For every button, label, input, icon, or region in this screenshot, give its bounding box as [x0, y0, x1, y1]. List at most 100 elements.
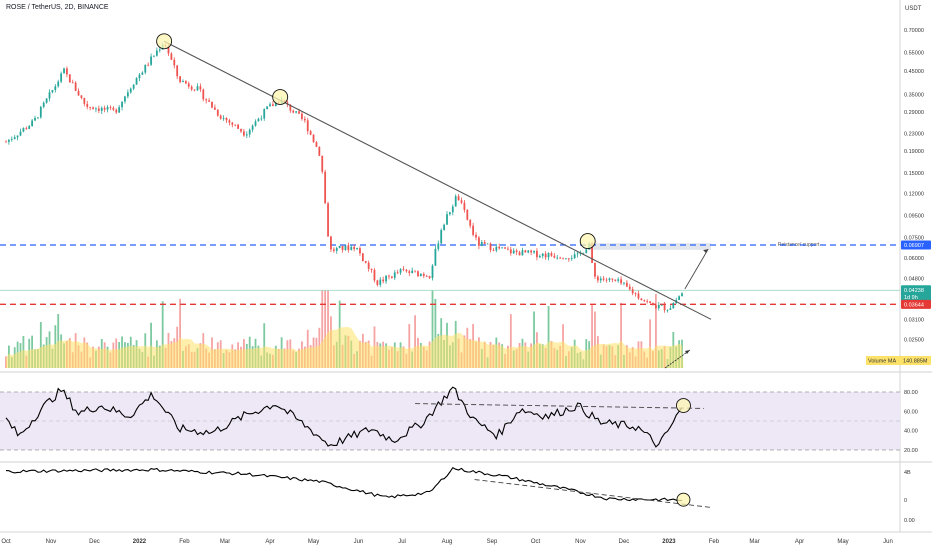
candle-body: [121, 101, 123, 108]
volume-bar: [431, 290, 434, 368]
candle-body: [193, 89, 196, 91]
candle-body: [359, 248, 361, 254]
candle-body: [370, 268, 373, 270]
time-tick-label: Nov: [575, 539, 586, 545]
volume-bar: [620, 302, 622, 368]
candle-body: [71, 82, 74, 84]
candle-body: [541, 253, 544, 256]
projection-arrowhead: [703, 249, 709, 254]
time-tick-label: Dec: [89, 539, 100, 545]
candle-body: [190, 86, 193, 90]
candle-body: [599, 278, 602, 281]
candle-body: [216, 109, 219, 116]
time-tick-label: Feb: [709, 539, 720, 545]
candle-body: [118, 107, 121, 113]
candle-body: [451, 206, 454, 213]
candle-body: [663, 304, 666, 310]
candle-body: [446, 214, 448, 225]
candle-body: [295, 111, 298, 113]
candle-body: [48, 92, 51, 99]
support-badge-bg: [901, 299, 931, 309]
candle-body: [570, 258, 573, 259]
candle-body: [80, 95, 83, 98]
candle-body: [405, 269, 408, 272]
candle-body: [556, 257, 559, 259]
resistance-badge-bg: [901, 240, 931, 250]
candle-body: [341, 245, 344, 251]
candle-body: [257, 118, 260, 122]
volume-bar: [649, 319, 651, 368]
symbol-title[interactable]: ROSE / TetherUS, 2D, BINANCE: [6, 4, 109, 11]
candle-body: [454, 196, 457, 207]
candle-body: [184, 81, 187, 84]
candle-body: [417, 271, 419, 277]
time-tick-label: May: [308, 539, 319, 545]
rsi-tick-label: 60.00: [904, 409, 918, 415]
candle-body: [681, 293, 683, 297]
candle-body: [652, 303, 654, 306]
candle-body: [196, 86, 199, 91]
touch-circle: [579, 233, 596, 250]
candle-body: [614, 279, 617, 281]
candle-body: [28, 126, 31, 129]
candle-body: [306, 120, 309, 132]
time-tick-label: Jun: [354, 539, 364, 545]
candle-body: [289, 104, 292, 111]
candle-body: [208, 100, 210, 102]
candle-body: [8, 139, 10, 142]
candle-body: [222, 117, 225, 119]
candle-body: [5, 141, 7, 143]
candle-body: [251, 125, 254, 130]
candle-body: [509, 249, 512, 254]
candle-body: [95, 108, 97, 110]
candle-body: [335, 248, 338, 251]
candle-body: [672, 303, 675, 309]
currency-label: USDT: [905, 6, 922, 12]
time-tick-label: May: [837, 539, 848, 545]
candle-body: [620, 279, 622, 284]
price-tick-label: 0.55000: [904, 50, 924, 56]
candle-body: [60, 73, 63, 82]
candle-body: [51, 90, 54, 93]
candle-body: [536, 250, 538, 258]
volume-bar: [161, 301, 164, 368]
resistance-badge-text: 0.06907: [904, 243, 924, 249]
candle-body: [492, 250, 495, 251]
volume-bar: [414, 315, 416, 368]
candle-body: [22, 128, 25, 132]
candle-body: [309, 131, 312, 135]
candle-body: [219, 115, 222, 119]
candle-body: [573, 254, 576, 259]
price-badge-bg: [901, 285, 931, 302]
candle-body: [437, 243, 440, 249]
candle-body: [507, 248, 509, 250]
candle-body: [202, 89, 205, 100]
candle-body: [83, 97, 86, 104]
candle-body: [547, 253, 550, 258]
price-badge-text: 1d 9h: [904, 295, 918, 301]
candle-body: [187, 83, 190, 87]
rsi-divergence-line: [415, 403, 704, 409]
candle-body: [205, 99, 208, 101]
candle-body: [419, 273, 422, 277]
candle-body: [321, 155, 324, 172]
candle-body: [469, 219, 472, 226]
candle-body: [34, 117, 36, 121]
candle-body: [147, 64, 150, 66]
candle-body: [489, 243, 492, 251]
candle-body: [373, 269, 376, 281]
candle-body: [45, 98, 48, 103]
volume-bar: [263, 323, 266, 368]
candle-body: [245, 134, 248, 136]
candle-body: [640, 298, 643, 301]
candle-body: [396, 272, 399, 274]
candle-body: [144, 64, 147, 73]
obv-tick-label: 0.00: [904, 518, 915, 524]
candle-body: [591, 243, 593, 264]
candle-body: [153, 55, 155, 57]
projection-arrow: [684, 248, 709, 290]
candle-body: [225, 117, 228, 121]
candle-body: [213, 107, 216, 110]
candle-body: [315, 142, 318, 147]
candle-body: [19, 131, 22, 136]
